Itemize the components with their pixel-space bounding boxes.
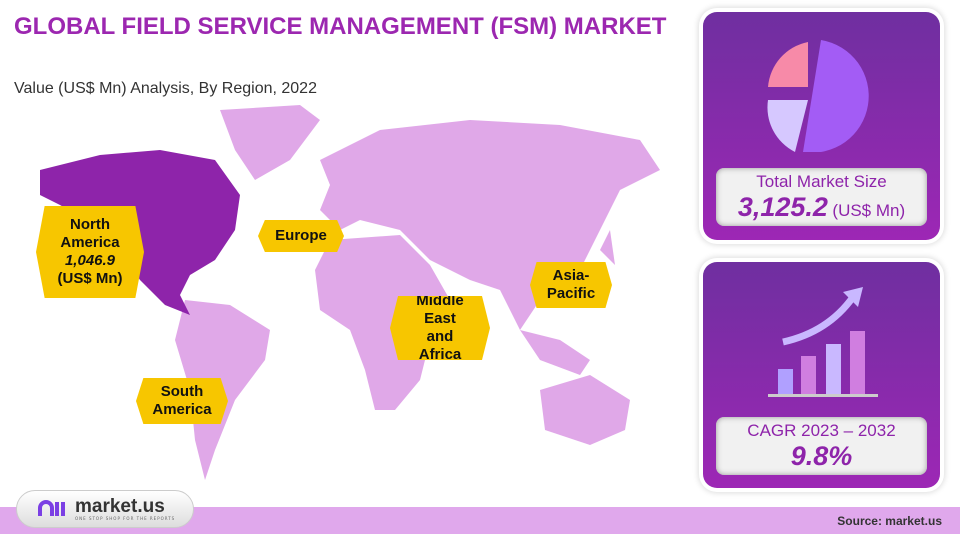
cagr-label: CAGR 2023 – 2032 [747, 421, 896, 440]
pie-chart-icon [767, 40, 869, 152]
map-africa [315, 235, 450, 410]
logo-icon [38, 500, 65, 516]
market-size-value: 3,125.2 [737, 192, 828, 222]
region-label-north-america: North America 1,046.9 (US$ Mn) [36, 206, 144, 298]
page-subtitle: Value (US$ Mn) Analysis, By Region, 2022 [14, 80, 317, 97]
map-japan [600, 230, 615, 265]
region-label-europe: Europe [258, 220, 344, 252]
market-size-label: Total Market Size [756, 172, 887, 191]
growth-bar-chart-icon [768, 287, 878, 397]
north-america-value: 1,046.9 [64, 252, 116, 269]
logo-text: market.us [75, 495, 165, 517]
map-greenland [220, 105, 320, 180]
region-label-asia-pacific: Asia- Pacific [530, 262, 612, 308]
cagr-card: CAGR 2023 – 2032 9.8% [703, 262, 940, 488]
market-size-unit: (US$ Mn) [832, 201, 906, 220]
page-title: GLOBAL FIELD SERVICE MANAGEMENT (FSM) MA… [14, 13, 667, 40]
market-size-card: Total Market Size 3,125.2 (US$ Mn) [703, 12, 940, 240]
map-australia [540, 375, 630, 445]
region-label-middle-east-africa: Middle East and Africa [390, 296, 490, 360]
logo-tagline: ONE STOP SHOP FOR THE REPORTS [75, 515, 176, 521]
market-us-logo[interactable]: market.us ONE STOP SHOP FOR THE REPORTS [16, 490, 194, 528]
region-label-south-america: South America [136, 378, 228, 424]
map-europe-asia [320, 120, 660, 330]
map-southeast-asia [520, 330, 590, 375]
source-text: Source: market.us [837, 514, 942, 528]
cagr-value: 9.8% [790, 441, 853, 471]
